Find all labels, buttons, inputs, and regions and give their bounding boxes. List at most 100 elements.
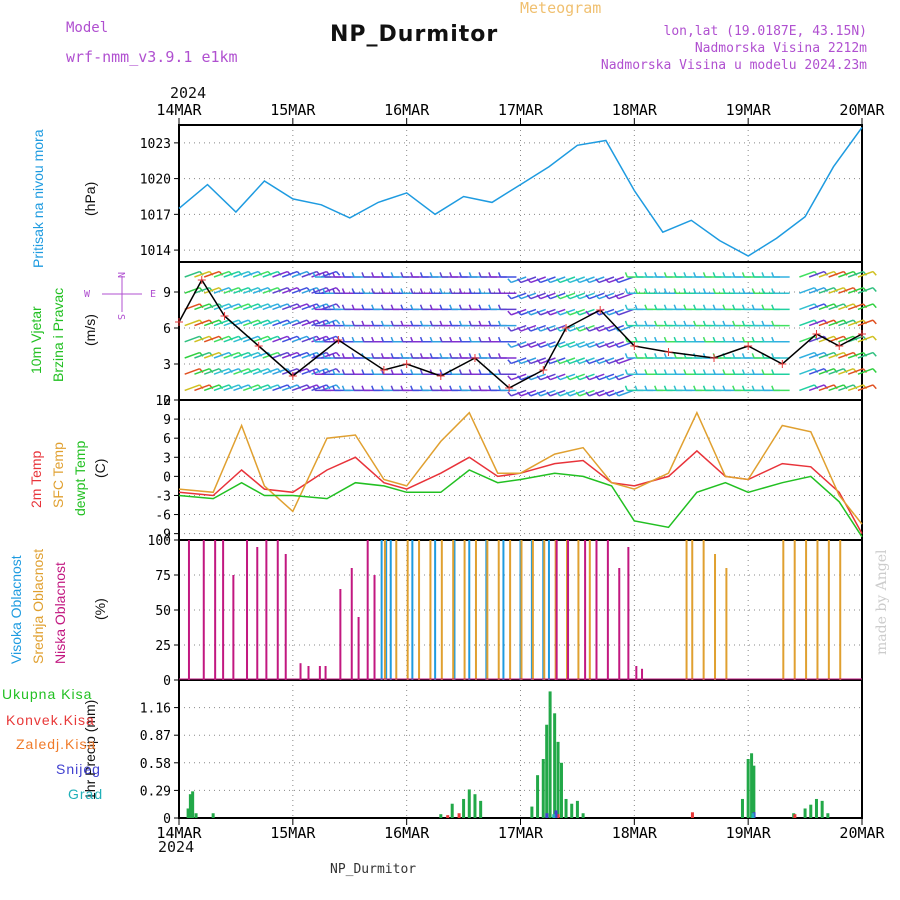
wind-barb-tail — [536, 294, 541, 300]
wind-barb — [223, 303, 240, 311]
wind-barb-tail — [741, 369, 746, 375]
wind-barb-tail — [312, 385, 316, 391]
wind-barb-tail — [380, 304, 385, 310]
wind-barb-tail — [546, 278, 551, 283]
wind-barb-tail — [604, 343, 610, 348]
wind-barb-tail — [634, 353, 638, 359]
wind-barb — [262, 303, 279, 311]
wind-barb — [252, 368, 269, 375]
precip-bar-total — [740, 798, 744, 818]
model-name: wrf-nmm_v3.9.1 e1km — [66, 48, 238, 66]
wind-barb — [272, 287, 288, 294]
wind-barb-tail — [361, 272, 365, 278]
wind-barb — [194, 384, 210, 392]
precip-bar-total — [541, 758, 545, 818]
wind-barb-tail — [497, 272, 502, 278]
wind-barb-tail — [351, 272, 355, 278]
precip-bar-total — [814, 798, 818, 818]
wind-barb-tail — [410, 369, 414, 375]
wind-barb-tail — [507, 326, 512, 332]
year-top: 2024 — [170, 84, 207, 102]
wind-barb-tail — [517, 294, 522, 300]
wind-barb — [301, 270, 318, 278]
wind-barb-tail — [644, 336, 648, 343]
wind-barb-tail — [458, 369, 463, 375]
wind-barb-tail — [712, 288, 716, 294]
wind-barb-tail — [546, 310, 551, 316]
wind-barb-tail — [449, 336, 453, 343]
wind-barb-tail — [771, 304, 775, 310]
wind-barb-tail — [712, 369, 716, 375]
wind-barb — [291, 270, 308, 278]
wind-barb-tail — [507, 278, 512, 283]
wind-barb-tail — [419, 369, 424, 375]
wind-barb-tail — [575, 326, 581, 332]
wind-barb-tail — [419, 336, 424, 343]
wind-barb — [282, 303, 298, 311]
wind-barb — [808, 287, 825, 294]
wind-barb-tail — [322, 288, 326, 294]
temp-2m-line — [178, 449, 863, 534]
wind-barb — [203, 368, 220, 375]
x-tick-label-bottom: 18MAR — [612, 824, 658, 842]
wind-barb — [194, 351, 210, 359]
precip-bar-total — [564, 798, 568, 818]
legend-graupel: Grad — [68, 786, 104, 802]
wind-barb-tail — [449, 320, 453, 326]
precip-bar-total — [450, 803, 454, 818]
wind-barb — [847, 384, 864, 392]
wind-barb-tail — [400, 336, 404, 343]
x-tick-label-top: 15MAR — [270, 101, 316, 119]
wind-barb-tail — [488, 353, 492, 359]
wind-barb — [838, 303, 854, 311]
wind-barb-tail — [634, 272, 638, 278]
wind-barb — [203, 319, 220, 327]
wind-barb-tail — [371, 272, 375, 278]
wind-barb-tail — [644, 272, 648, 278]
wind-barb-tail — [400, 385, 404, 391]
wind-barb-tail — [536, 375, 541, 381]
legend-freezing-rain: Zaledj.Kisa — [16, 736, 97, 752]
wind-barb-tail — [732, 304, 736, 310]
wind-barb — [618, 276, 634, 284]
wind-barb — [282, 368, 298, 375]
wind-barb-tail — [702, 320, 707, 326]
wind-barb-tail — [478, 369, 482, 375]
wind-barb — [847, 270, 864, 278]
wind-barb-tail — [741, 336, 746, 343]
wind-barb-tail — [634, 369, 638, 375]
wind-barb — [213, 319, 230, 327]
wind-barb-tail — [761, 288, 765, 294]
wind-barb-tail — [565, 294, 571, 300]
compass-n-label: N — [115, 272, 126, 278]
wind-barb — [799, 319, 815, 327]
wind-barb — [808, 303, 825, 311]
y-tick-label: 9 — [163, 286, 171, 301]
precip-bar-total — [553, 713, 557, 818]
wind-barb-tail — [702, 369, 707, 375]
wind-barb — [233, 368, 249, 375]
wind-barb-tail — [663, 288, 668, 294]
wind-barb-tail — [575, 391, 581, 397]
wind-barb-tail — [439, 288, 443, 294]
wind-barb-tail — [771, 288, 775, 294]
wind-barb-tail — [751, 304, 755, 310]
year-bottom: 2024 — [158, 838, 195, 856]
wind-barb-tail — [673, 336, 677, 343]
wind-barb-tail — [565, 278, 571, 283]
wind-barb — [291, 384, 308, 392]
y-tick-label: 1023 — [140, 137, 171, 152]
wind-barb-tail — [517, 278, 522, 283]
wind-barb-tail — [536, 359, 541, 364]
x-tick-label-top: 16MAR — [384, 101, 430, 119]
wind-barb-tail — [761, 272, 765, 278]
wind-barb-tail — [634, 304, 638, 310]
x-tick-label-bottom: 19MAR — [726, 824, 772, 842]
wind-barb-tail — [361, 304, 365, 310]
wind-barb-tail — [458, 272, 463, 278]
wind-barb-tail — [556, 375, 561, 381]
wind-barb — [838, 319, 854, 327]
wind-barb-tail — [351, 369, 355, 375]
wind-barb — [233, 384, 249, 392]
wind-barb-tail — [458, 353, 463, 359]
